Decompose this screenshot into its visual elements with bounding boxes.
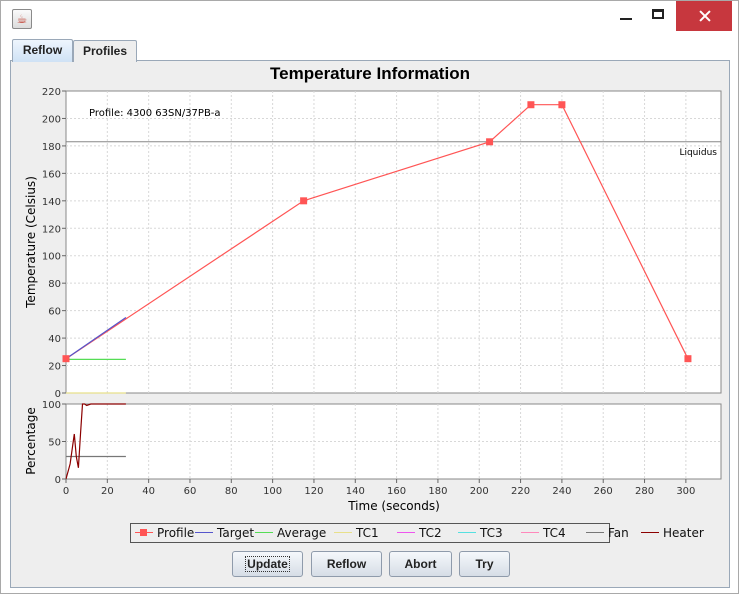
profile-point-marker (527, 101, 535, 109)
x-axis-label: Time (seconds) (347, 499, 440, 513)
x-tick-label: 0 (63, 486, 69, 497)
legend-label: TC2 (419, 526, 442, 540)
legend-label: Profile (157, 526, 195, 540)
x-tick-label: 120 (304, 486, 323, 497)
y-tick-label: 200 (42, 114, 61, 125)
x-tick-label: 160 (387, 486, 406, 497)
x-tick-label: 280 (635, 486, 654, 497)
x-tick-label: 300 (676, 486, 695, 497)
y-tick-label: 20 (48, 362, 61, 373)
x-tick-label: 80 (225, 486, 238, 497)
legend-label: Heater (663, 526, 704, 540)
legend-marker (140, 529, 147, 536)
y-tick-label: 50 (48, 438, 61, 449)
x-tick-label: 180 (428, 486, 447, 497)
profile-point-marker (62, 355, 70, 363)
temperature-plot-area (65, 90, 722, 394)
x-tick-label: 100 (263, 486, 282, 497)
legend-label: TC1 (356, 526, 379, 540)
series-line-heater (65, 403, 126, 480)
legend-label: Average (277, 526, 327, 540)
legend-label: TC3 (480, 526, 503, 540)
x-tick-label: 140 (346, 486, 365, 497)
y-tick-label: 220 (42, 87, 61, 98)
chart-legend: Profile Target Average TC1 TC2 TC3 TC4 Fan Heate… (130, 523, 704, 543)
legend-swatch (255, 532, 273, 533)
legend-swatch (521, 532, 539, 533)
title-bar[interactable]: ☕ (1, 1, 738, 31)
x-tick-label: 240 (552, 486, 571, 497)
legend-swatch (586, 532, 604, 533)
x-tick-label: 200 (470, 486, 489, 497)
y-tick-label: 160 (42, 169, 61, 180)
y-axis-label-percentage: Percentage (24, 407, 38, 475)
y-tick-label: 140 (42, 197, 61, 208)
legend-swatch (397, 532, 415, 533)
profile-point-marker (300, 197, 308, 205)
x-tick-label: 220 (511, 486, 530, 497)
legend-swatch (641, 532, 659, 533)
y-tick-label: 100 (42, 400, 61, 411)
x-tick-label: 260 (594, 486, 613, 497)
y-axis-label-temperature: Temperature (Celsius) (24, 176, 38, 309)
series-line-profile (65, 104, 689, 360)
tab-reflow[interactable]: Reflow (12, 39, 73, 62)
close-icon[interactable] (676, 1, 732, 31)
legend-swatch (334, 532, 352, 533)
x-tick-label: 60 (184, 486, 197, 497)
x-tick-label: 40 (142, 486, 155, 497)
update-button-label: Update (245, 556, 290, 572)
y-tick-label: 60 (48, 307, 61, 318)
legend-label: TC4 (543, 526, 566, 540)
reflow-button[interactable]: Reflow (311, 551, 382, 577)
x-tick-label: 20 (101, 486, 114, 497)
legend-label: Target (217, 526, 255, 540)
liquidus-label: Liquidus (679, 148, 717, 158)
legend-swatch (195, 532, 213, 533)
y-tick-label: 0 (55, 389, 61, 400)
y-tick-label: 0 (55, 475, 61, 486)
minimize-icon[interactable] (612, 1, 642, 31)
profile-annotation: Profile: 4300 63SN/37PB-a (89, 108, 221, 119)
series-line-target (65, 317, 127, 360)
chart-title: Temperature Information (270, 64, 470, 83)
y-tick-label: 40 (48, 334, 61, 345)
legend-swatch (458, 532, 476, 533)
y-tick-label: 80 (48, 279, 61, 290)
abort-button[interactable]: Abort (389, 551, 452, 577)
profile-point-marker (558, 101, 566, 109)
tab-profiles[interactable]: Profiles (73, 40, 137, 62)
java-cup-icon[interactable]: ☕ (12, 9, 32, 29)
update-button[interactable]: Update (232, 551, 303, 577)
profile-point-marker (684, 355, 692, 363)
y-tick-label: 180 (42, 142, 61, 153)
try-button[interactable]: Try (459, 551, 510, 577)
legend-label: Fan (608, 526, 629, 540)
y-tick-label: 120 (42, 224, 61, 235)
profile-point-marker (486, 138, 494, 146)
y-tick-label: 100 (42, 252, 61, 263)
maximize-icon[interactable] (644, 1, 674, 31)
